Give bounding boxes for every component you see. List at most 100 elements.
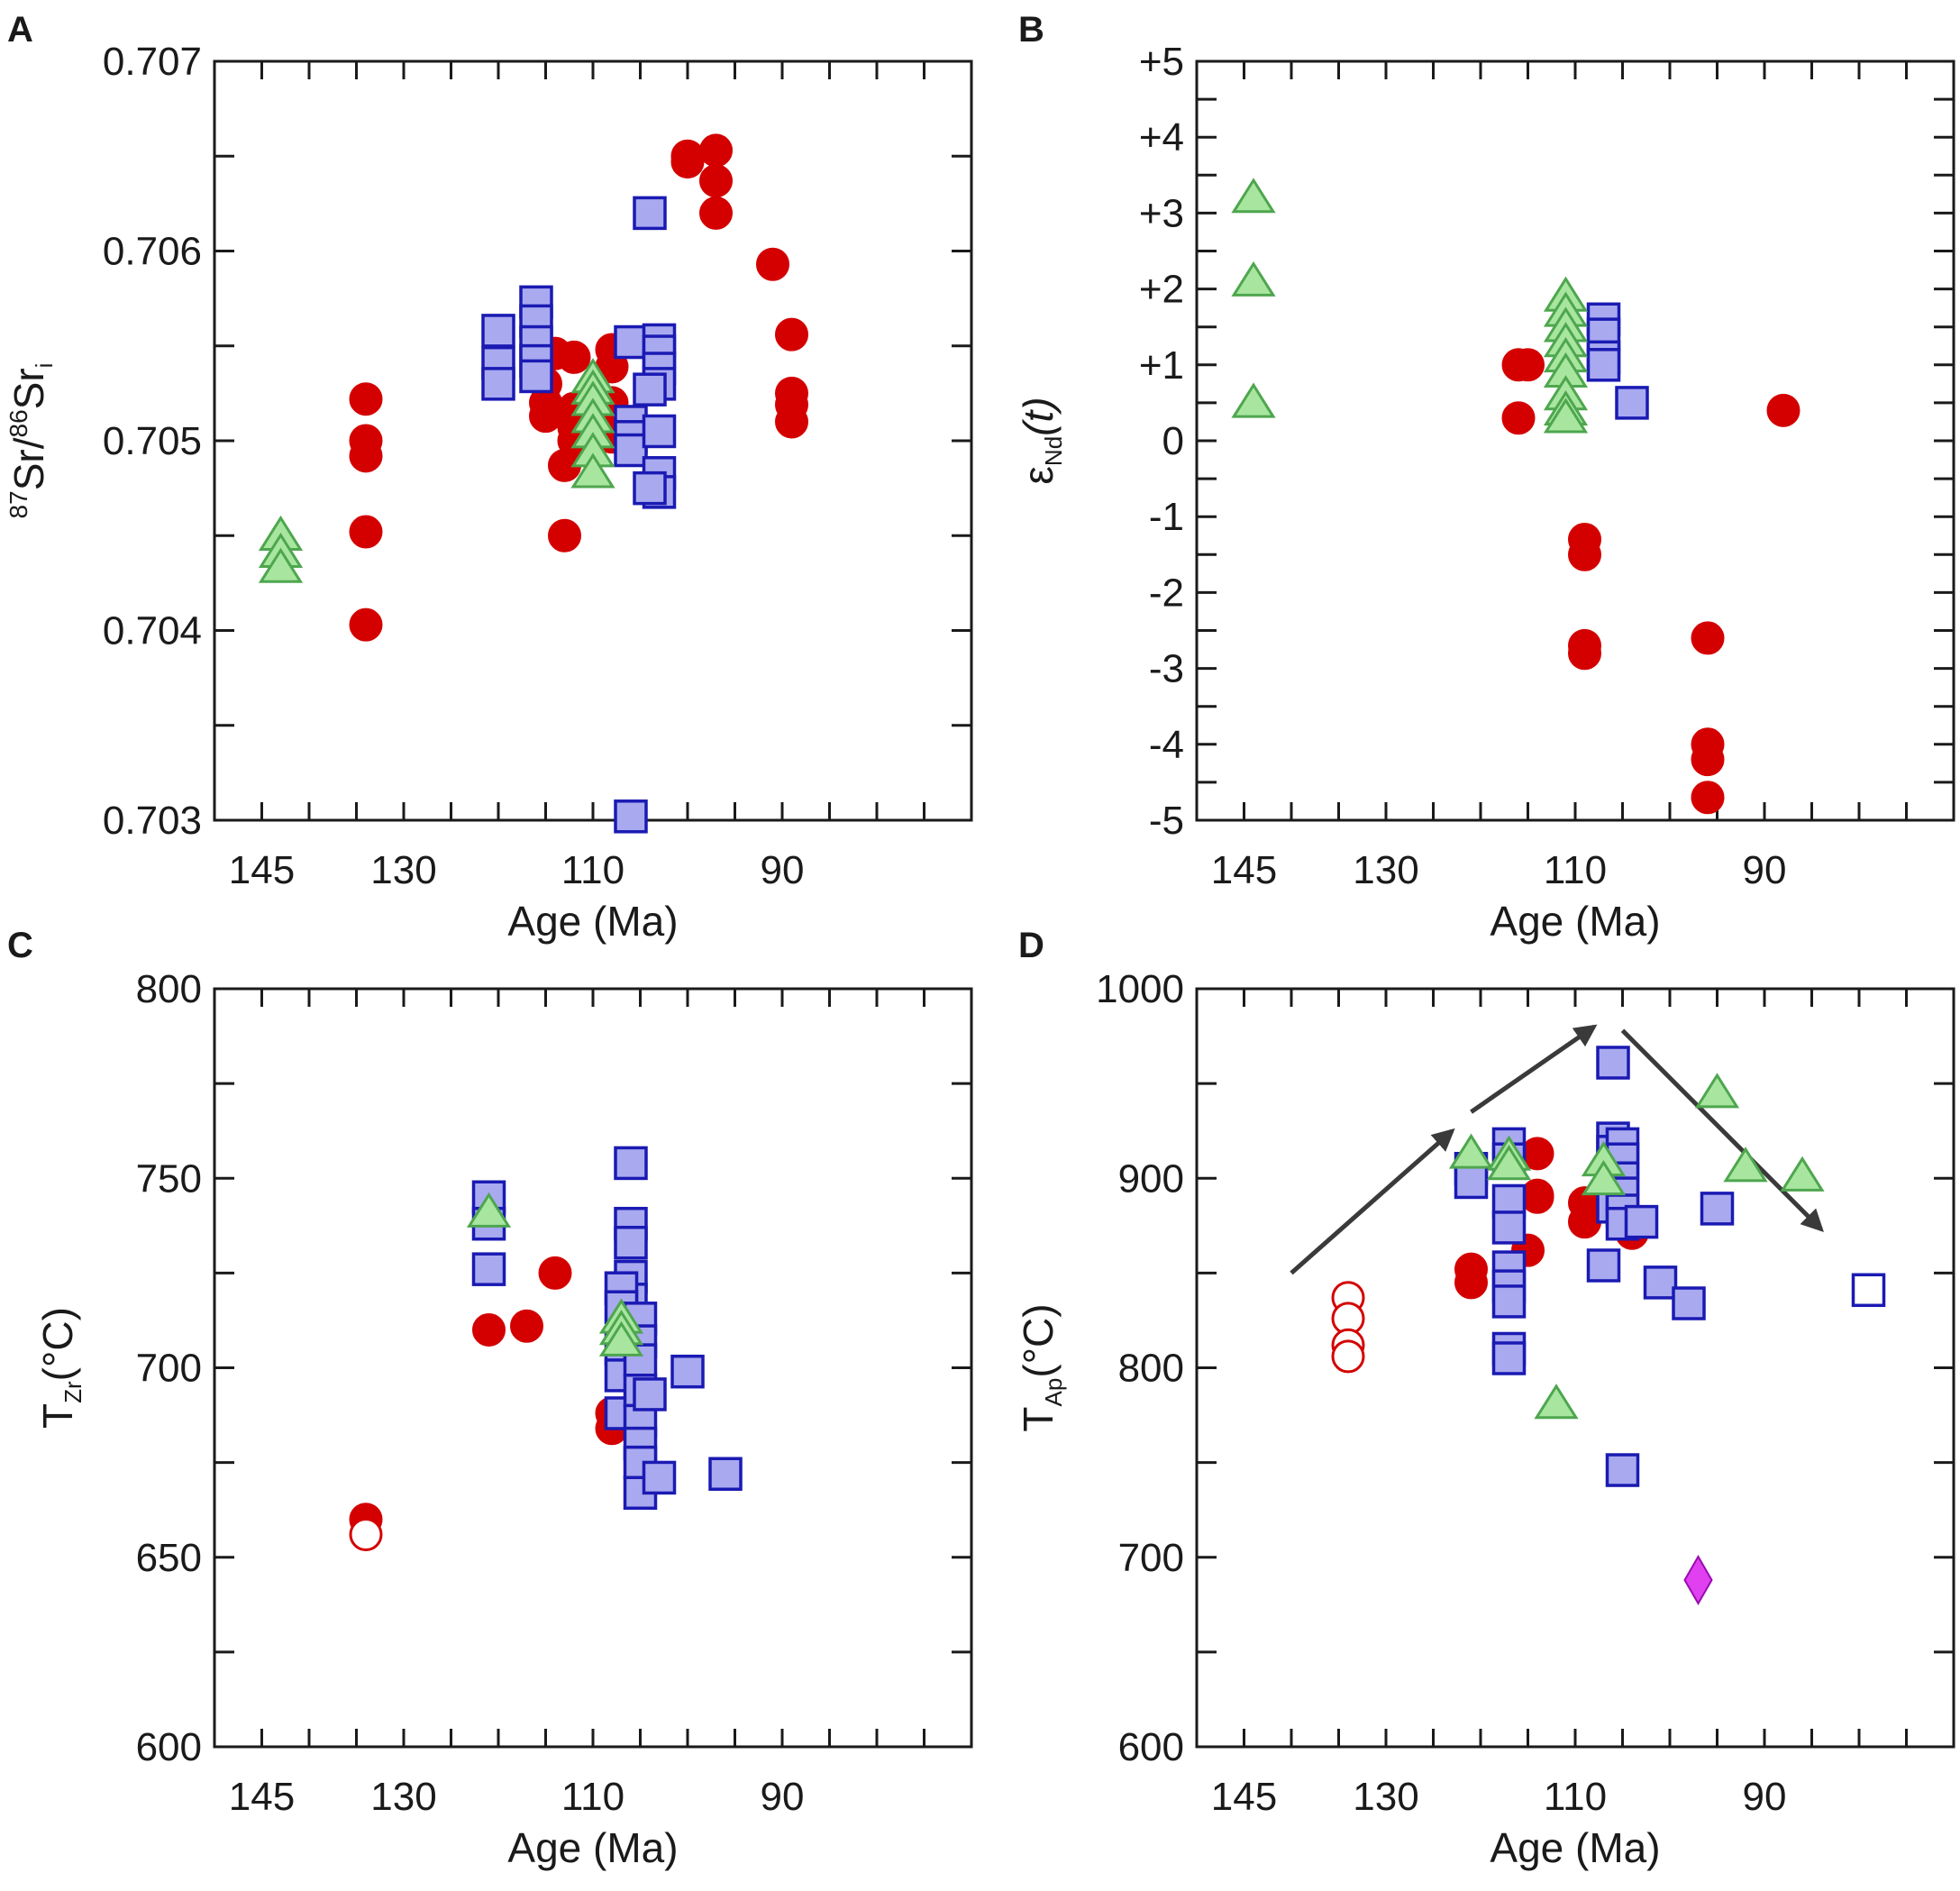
y-tick-label: 800 bbox=[136, 967, 202, 1011]
x-axis-label: Age (Ma) bbox=[507, 898, 678, 945]
series-red-filled-circles bbox=[349, 1256, 629, 1537]
x-tick-label: 90 bbox=[1743, 1775, 1787, 1819]
data-point-square bbox=[614, 433, 648, 468]
data-point-square bbox=[481, 314, 515, 348]
series-red-open-circles bbox=[1331, 1281, 1365, 1374]
y-tick-label: 700 bbox=[136, 1347, 202, 1391]
y-tick-label: 750 bbox=[136, 1156, 202, 1201]
panel-letter: B bbox=[1018, 10, 1044, 50]
data-point-square bbox=[633, 196, 667, 231]
y-tick-label: -2 bbox=[1149, 571, 1184, 615]
x-tick-label: 110 bbox=[561, 1775, 624, 1819]
data-point-circle bbox=[670, 145, 705, 179]
y-label-sub: Ap bbox=[1040, 1378, 1067, 1407]
plot-frame bbox=[1195, 987, 1955, 1749]
trend-arrow bbox=[1290, 1128, 1455, 1275]
y-tick-label: -3 bbox=[1149, 647, 1184, 691]
data-point-circle bbox=[529, 399, 562, 434]
x-tick-label: 110 bbox=[1544, 848, 1607, 892]
y-label-main: ε bbox=[1015, 466, 1062, 485]
trend-arrow bbox=[1470, 1024, 1598, 1114]
data-point-square bbox=[1596, 1046, 1630, 1080]
data-point-diamond bbox=[1683, 1554, 1713, 1605]
data-point-circle bbox=[349, 439, 383, 473]
data-point-square bbox=[633, 1377, 667, 1411]
y-tick-label: +1 bbox=[1139, 343, 1184, 388]
data-point-triangle bbox=[466, 1192, 512, 1228]
data-point-square bbox=[614, 1225, 648, 1260]
data-point-square bbox=[1454, 1165, 1489, 1200]
data-point-square bbox=[670, 1354, 705, 1389]
data-point-circle bbox=[1568, 537, 1601, 571]
y-tick-label: +4 bbox=[1139, 115, 1184, 160]
data-point-circle bbox=[548, 518, 581, 553]
data-point-square bbox=[1700, 1192, 1735, 1226]
x-tick-label: 130 bbox=[370, 848, 436, 892]
y-tick-label: +5 bbox=[1139, 40, 1184, 84]
series-blue-squares bbox=[1586, 302, 1649, 420]
tick-marks bbox=[1195, 59, 1955, 822]
y-tick-label: 0.705 bbox=[103, 419, 202, 463]
data-point-square bbox=[1615, 386, 1649, 420]
data-point-circle bbox=[1691, 621, 1725, 655]
x-axis-label: Age (Ma) bbox=[1490, 898, 1660, 945]
data-point-square bbox=[1491, 1210, 1527, 1245]
y-tick-label: -4 bbox=[1149, 723, 1184, 767]
x-axis-label: Age (Ma) bbox=[1490, 1824, 1660, 1871]
tick-marks bbox=[213, 987, 973, 1749]
trend-arrow bbox=[1620, 1028, 1824, 1232]
y-label-tail: (°C) bbox=[34, 1307, 81, 1381]
data-point-triangle bbox=[258, 547, 304, 583]
data-point-circle bbox=[349, 515, 383, 549]
series-blue-squares bbox=[481, 196, 677, 834]
panel-a: A 145 130 110 90 0.703 0.704 0.705 0.706 0.707 Age… bbox=[5, 10, 973, 945]
panel-d: D 145 130 110 90 600 700 800 900 1000 Age (Ma) TAp(… bbox=[1015, 926, 1955, 1871]
data-point-square bbox=[1624, 1204, 1659, 1239]
y-label-text: Sr/ bbox=[5, 437, 52, 490]
x-tick-label: 145 bbox=[1211, 848, 1277, 892]
data-point-circle bbox=[349, 1518, 383, 1552]
data-point-circle bbox=[1331, 1339, 1365, 1374]
panel-letter: A bbox=[7, 10, 33, 50]
y-label-sub: Nd bbox=[1040, 436, 1067, 466]
panel-b: B 145 130 110 90 -5 -4 -3 -2 -1 0 +1 +2 +3 +4 +5 Age (Ma… bbox=[1015, 10, 1955, 945]
data-point-circle bbox=[699, 164, 733, 198]
data-point-square bbox=[519, 359, 553, 394]
data-point-triangle bbox=[1231, 382, 1276, 418]
data-point-square bbox=[481, 367, 515, 401]
x-tick-label: 130 bbox=[370, 1775, 436, 1819]
y-label-tail: (°C) bbox=[1015, 1303, 1062, 1377]
data-point-circle bbox=[699, 133, 733, 168]
y-label-main: T bbox=[1015, 1406, 1062, 1431]
y-label-sub: Zr bbox=[59, 1381, 87, 1403]
data-point-circle bbox=[775, 405, 808, 439]
y-axis-label: TAp(°C) bbox=[1015, 1303, 1067, 1431]
data-point-triangle bbox=[1448, 1133, 1494, 1169]
y-tick-label: 0.703 bbox=[103, 799, 202, 843]
series-green-triangles bbox=[258, 358, 615, 583]
data-point-circle bbox=[1691, 743, 1725, 777]
series-magenta-diamond bbox=[1683, 1554, 1713, 1605]
data-point-circle bbox=[538, 1256, 572, 1290]
data-point-square bbox=[1643, 1265, 1678, 1300]
data-point-square bbox=[633, 470, 667, 506]
data-point-triangle bbox=[1231, 260, 1276, 297]
x-axis-label: Age (Ma) bbox=[507, 1824, 678, 1871]
x-tick-label: 90 bbox=[761, 848, 805, 892]
data-point-triangle bbox=[1534, 1384, 1579, 1420]
data-point-circle bbox=[1766, 393, 1800, 427]
y-label-sup: 87 bbox=[5, 490, 32, 518]
series-red-filled-circles bbox=[1501, 348, 1800, 815]
data-point-circle bbox=[1511, 348, 1545, 382]
data-point-circle bbox=[699, 196, 733, 230]
y-tick-label: -1 bbox=[1149, 495, 1184, 539]
data-point-circle bbox=[472, 1312, 506, 1347]
series-red-filled-circles bbox=[349, 133, 808, 642]
data-point-square bbox=[642, 1460, 677, 1495]
data-point-circle bbox=[1568, 1205, 1601, 1239]
data-point-circle bbox=[775, 317, 808, 352]
data-point-square bbox=[708, 1457, 743, 1491]
y-tick-label: 800 bbox=[1118, 1347, 1184, 1391]
data-point-square bbox=[604, 1358, 639, 1393]
